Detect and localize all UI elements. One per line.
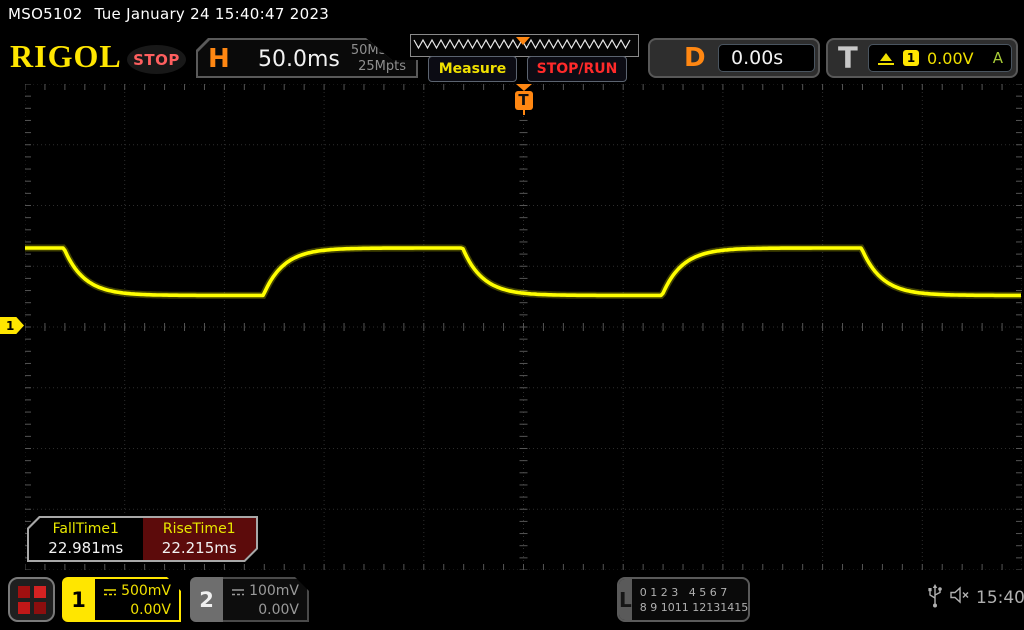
sample-rate: 50MSa/s 25Mpts xyxy=(350,43,406,74)
measurement-name: RiseTime1 xyxy=(162,521,236,537)
channel1-number: 1 xyxy=(62,577,95,622)
delay-panel[interactable]: D 0.00s xyxy=(648,38,820,78)
grid-square-icon xyxy=(33,585,46,598)
logic-label: L xyxy=(619,579,632,620)
title-bar: MSO5102 Tue January 24 15:40:47 2023 xyxy=(8,5,329,23)
stop-run-button[interactable]: STOP/RUN xyxy=(527,56,627,82)
model-name: MSO5102 xyxy=(8,5,83,23)
channel1-level-marker[interactable]: 1 xyxy=(0,317,24,334)
channel2-box[interactable]: 2 100mV 0.00V xyxy=(190,577,309,622)
grid-square-icon xyxy=(17,601,30,614)
clock: 15:40 xyxy=(976,588,1024,608)
trigger-label: T xyxy=(838,41,858,75)
delay-label: D xyxy=(684,43,706,73)
trigger-source-badge: 1 xyxy=(903,50,919,66)
channel2-scale: 100mV xyxy=(249,583,299,599)
channel2-offset: 0.00V xyxy=(258,602,299,618)
memory-depth: 25Mpts xyxy=(358,59,406,74)
usb-icon xyxy=(928,584,942,608)
grid-square-icon xyxy=(33,601,46,614)
position-zigzag-icon xyxy=(413,37,631,50)
timebase-value: 50.0ms xyxy=(258,47,340,72)
trigger-mode: A xyxy=(992,49,1003,67)
waveform-display xyxy=(25,84,1022,570)
trigger-level: 0.00V xyxy=(927,48,974,68)
measure-button[interactable]: Measure xyxy=(428,56,517,82)
datetime: Tue January 24 15:40:47 2023 xyxy=(94,5,330,23)
channel1-box[interactable]: 1 500mV 0.00V xyxy=(62,577,181,622)
grid-square-icon xyxy=(17,585,30,598)
horizontal-label: H xyxy=(208,44,230,74)
speaker-muted-icon[interactable] xyxy=(950,586,972,604)
channel2-number: 2 xyxy=(190,577,223,622)
channel1-trace xyxy=(25,246,1021,298)
trigger-position-marker[interactable]: T xyxy=(514,84,533,115)
trigger-marker-label: T xyxy=(514,91,533,110)
channel1-offset: 0.00V xyxy=(130,602,171,618)
measurement-falltime[interactable]: FallTime1 22.981ms xyxy=(29,518,143,560)
rising-edge-icon xyxy=(878,53,894,65)
apps-grid-button[interactable] xyxy=(8,577,55,622)
dc-coupling-icon xyxy=(231,587,245,597)
trigger-triangle-icon xyxy=(515,84,532,91)
dc-coupling-icon xyxy=(103,587,117,597)
measurement-name: FallTime1 xyxy=(52,521,119,537)
measurement-results-box[interactable]: FallTime1 22.981ms RiseTime1 22.215ms xyxy=(27,516,258,562)
measurement-risetime[interactable]: RiseTime1 22.215ms xyxy=(143,518,257,560)
acquisition-status-badge: STOP xyxy=(127,45,186,74)
measurement-value: 22.215ms xyxy=(161,539,237,557)
delay-value: 0.00s xyxy=(718,44,815,72)
trigger-panel[interactable]: T 1 0.00V A xyxy=(826,38,1018,78)
waveform-position-bar[interactable] xyxy=(410,34,639,57)
rigol-logo: RIGOL xyxy=(10,38,122,74)
horizontal-panel[interactable]: H 50.0ms 50MSa/s 25Mpts xyxy=(196,38,418,78)
measurement-value: 22.981ms xyxy=(48,539,124,557)
channel1-scale: 500mV xyxy=(121,583,171,599)
